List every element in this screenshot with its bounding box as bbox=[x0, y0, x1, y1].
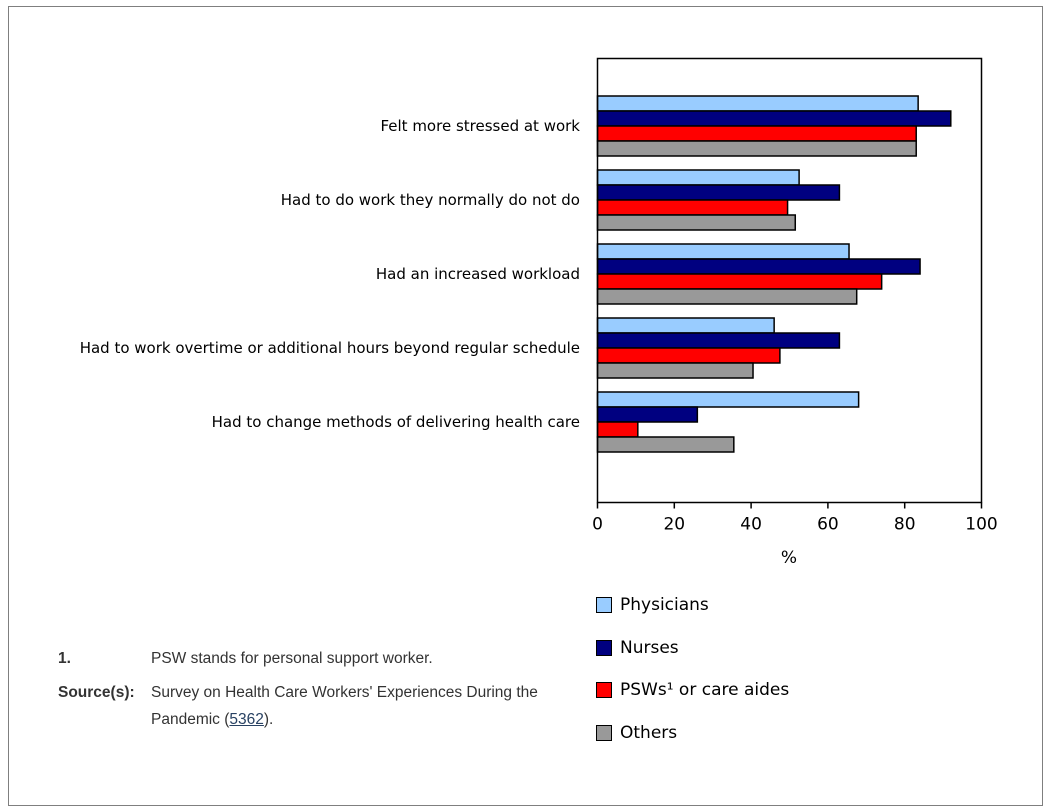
legend-item: PSWs¹ or care aides bbox=[596, 669, 789, 712]
legend-swatch bbox=[596, 639, 612, 656]
x-tick-label: 100 bbox=[965, 515, 997, 535]
plot-area bbox=[596, 57, 983, 504]
legend-swatch bbox=[596, 597, 612, 614]
category-label: Had to do work they normally do not do bbox=[281, 191, 580, 209]
legend-swatch bbox=[596, 682, 612, 699]
legend-label: PSWs¹ or care aides bbox=[620, 680, 790, 701]
legend: Physicians Nurses PSWs¹ or care aides Other… bbox=[596, 584, 789, 754]
bar bbox=[596, 95, 919, 112]
bar bbox=[596, 258, 921, 275]
bar bbox=[596, 317, 775, 334]
bar bbox=[596, 199, 789, 216]
bar bbox=[596, 184, 841, 201]
bar-chart: Felt more stressed at work Had to do work… bbox=[80, 57, 998, 568]
footnote-row: 1. PSW stands for personal support worke… bbox=[58, 645, 571, 672]
source-end: ). bbox=[263, 711, 274, 728]
x-tick-label: 60 bbox=[817, 515, 839, 535]
bar bbox=[596, 421, 639, 438]
x-tick-label: 40 bbox=[740, 515, 762, 535]
bar bbox=[596, 362, 754, 379]
notes: 1. PSW stands for personal support worke… bbox=[58, 645, 571, 740]
x-axis-title: % bbox=[781, 548, 797, 568]
x-tick-label: 20 bbox=[663, 515, 685, 535]
x-tick-label: 0 bbox=[592, 515, 603, 535]
footnote-text: PSW stands for personal support worker. bbox=[151, 650, 433, 667]
legend-item: Nurses bbox=[596, 627, 789, 670]
category-label: Had to change methods of delivering heal… bbox=[212, 413, 580, 431]
source-key: Source(s): bbox=[58, 684, 135, 701]
footnote-key: 1. bbox=[58, 650, 71, 667]
bar bbox=[596, 273, 883, 290]
legend-item: Physicians bbox=[596, 584, 789, 627]
legend-swatch bbox=[596, 724, 612, 741]
source-text-wrap: Survey on Health Care Workers' Experienc… bbox=[151, 679, 571, 733]
bar bbox=[596, 406, 699, 423]
bar bbox=[596, 391, 860, 408]
source-link[interactable]: 5362 bbox=[229, 711, 264, 728]
source-row: Source(s): Survey on Health Care Workers… bbox=[58, 679, 571, 733]
source-text: Survey on Health Care Workers' Experienc… bbox=[151, 684, 538, 728]
bar bbox=[596, 288, 858, 305]
category-label: Had an increased workload bbox=[376, 265, 580, 283]
bar bbox=[596, 140, 917, 157]
legend-label: Nurses bbox=[620, 637, 679, 658]
bar bbox=[596, 110, 952, 127]
bar bbox=[596, 214, 797, 231]
bar bbox=[596, 125, 917, 142]
legend-item: Others bbox=[596, 712, 789, 755]
category-label: Felt more stressed at work bbox=[380, 117, 580, 135]
bar bbox=[596, 436, 735, 453]
bar bbox=[596, 169, 800, 186]
category-labels: Felt more stressed at work Had to do work… bbox=[80, 117, 581, 431]
legend-label: Physicians bbox=[620, 595, 709, 616]
bar bbox=[596, 243, 850, 260]
bar bbox=[596, 332, 841, 349]
x-axis-ticks: 0 20 40 60 80 100 bbox=[592, 502, 998, 535]
category-label: Had to work overtime or additional hours… bbox=[80, 339, 580, 357]
bars-group bbox=[596, 95, 952, 453]
x-tick-label: 80 bbox=[894, 515, 916, 535]
bar bbox=[596, 347, 781, 364]
legend-label: Others bbox=[620, 722, 678, 743]
